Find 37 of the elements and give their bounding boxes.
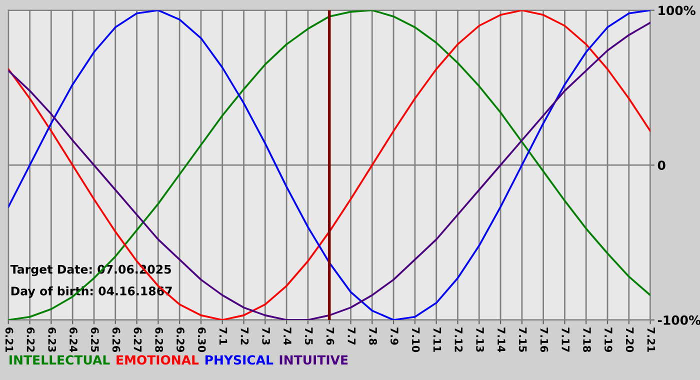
x-tick-label: 6.26: [112, 328, 120, 352]
x-tick-label: 7.21: [647, 328, 656, 352]
x-tick-label: 7.14: [498, 328, 506, 352]
x-tick-label: 7.11: [433, 328, 442, 352]
x-tick-label: 7.15: [518, 328, 527, 352]
x-tick-label: 7.19: [604, 328, 612, 352]
x-tick-label: 7.3: [262, 328, 270, 345]
x-tick-label: 6.25: [90, 328, 99, 352]
x-tick-label: 7.4: [284, 328, 292, 345]
x-tick-label: 7.1: [219, 328, 228, 345]
x-tick-label: 7.6: [326, 328, 334, 345]
text: PHYSICAL: [206, 355, 274, 365]
x-tick-label: 7.18: [583, 328, 591, 352]
x-tick-label: 6.22: [26, 328, 35, 352]
x-tick-label: 7.7: [348, 328, 356, 345]
x-tick-label: 6.27: [134, 328, 142, 352]
x-tick-label: 7.13: [476, 328, 484, 352]
x-tick-label: 7.20: [626, 328, 634, 352]
x-tick-label: 7.10: [412, 328, 420, 352]
x-tick-label: 6.28: [155, 328, 164, 352]
x-tick-label: 7.9: [390, 328, 398, 345]
y-tick-label: 0: [658, 160, 666, 170]
text: INTUITIVE: [280, 355, 348, 365]
text: EMOTIONAL: [116, 355, 199, 365]
x-tick-label: 7.8: [369, 328, 377, 345]
x-tick-label: 6.23: [48, 328, 56, 352]
x-tick-label: 7.16: [540, 328, 548, 352]
x-tick-label: 7.17: [562, 328, 570, 352]
x-tick-label: 7.12: [454, 328, 463, 352]
text: INTELLECTUAL: [10, 355, 110, 365]
x-tick-label: 6.29: [176, 328, 184, 352]
y-tick-label: 100%: [658, 6, 696, 16]
x-tick-label: 7.5: [304, 328, 313, 345]
x-tick-label: 6.24: [70, 328, 78, 352]
x-tick-label: 6.30: [198, 328, 206, 352]
x-tick-label: 7.2: [240, 328, 249, 344]
x-tick-label: 6.21: [5, 328, 14, 352]
